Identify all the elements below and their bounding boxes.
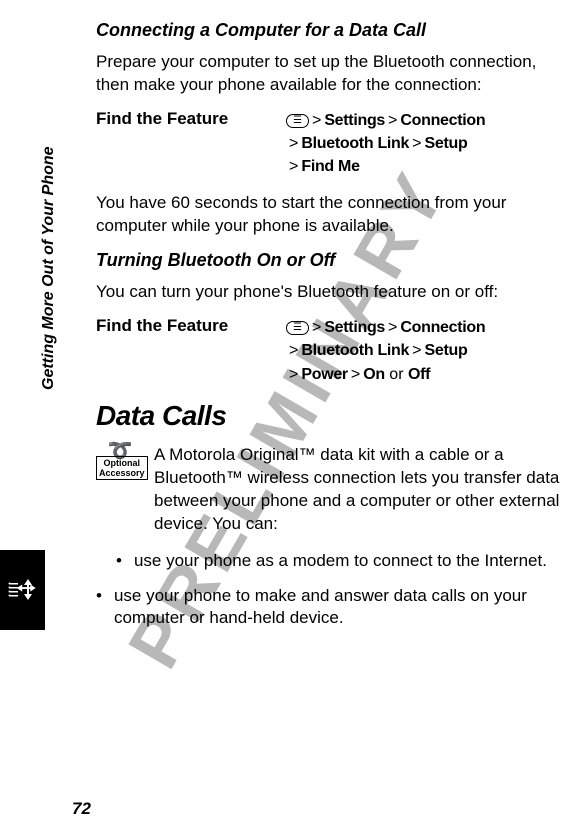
path-connection: Connection bbox=[400, 319, 485, 336]
path-settings: Settings bbox=[324, 112, 385, 129]
para-prepare: Prepare your computer to set up the Blue… bbox=[96, 51, 566, 97]
path-bluetooth-link: Bluetooth Link bbox=[301, 135, 409, 152]
heading-turning: Turning Bluetooth On or Off bbox=[96, 250, 566, 271]
path-power: Power bbox=[301, 366, 348, 383]
path-on: On bbox=[363, 366, 385, 383]
optional-accessory-icon: ➰ OptionalAccessory bbox=[96, 444, 144, 498]
bullet-text-2: use your phone to make and answer data c… bbox=[114, 585, 566, 631]
para-60-seconds: You have 60 seconds to start the connect… bbox=[96, 192, 566, 238]
path-off: Off bbox=[408, 366, 430, 383]
bullet-text-1: use your phone as a modem to connect to … bbox=[134, 550, 547, 573]
path-setup: Setup bbox=[424, 342, 467, 359]
menu-key-icon: ☰ bbox=[286, 321, 309, 335]
bullet-item-1: • use your phone as a modem to connect t… bbox=[116, 550, 566, 573]
path-setup: Setup bbox=[424, 135, 467, 152]
feature-label-1: Find the Feature bbox=[96, 109, 286, 129]
feature-path-2: ☰>Settings>Connection >Bluetooth Link>Se… bbox=[286, 316, 485, 386]
feature-row-1: Find the Feature ☰>Settings>Connection >… bbox=[96, 109, 566, 179]
heading-connecting: Connecting a Computer for a Data Call bbox=[96, 20, 566, 41]
bullet-item-2: • use your phone to make and answer data… bbox=[96, 585, 566, 631]
menu-key-icon: ☰ bbox=[286, 114, 309, 128]
path-or: or bbox=[385, 366, 408, 383]
arrows-icon bbox=[8, 575, 38, 605]
para-data-kit: A Motorola Original™ data kit with a cab… bbox=[154, 444, 566, 536]
path-bluetooth-link: Bluetooth Link bbox=[301, 342, 409, 359]
path-settings: Settings bbox=[324, 319, 385, 336]
path-find-me: Find Me bbox=[301, 158, 359, 175]
icon-label-accessory: Accessory bbox=[99, 468, 145, 478]
para-on-off: You can turn your phone's Bluetooth feat… bbox=[96, 281, 566, 304]
feature-row-2: Find the Feature ☰>Settings>Connection >… bbox=[96, 316, 566, 386]
bullet-dot-icon: • bbox=[96, 585, 102, 631]
feature-label-2: Find the Feature bbox=[96, 316, 286, 336]
icon-label-optional: Optional bbox=[104, 458, 141, 468]
heading-data-calls: Data Calls bbox=[96, 400, 566, 432]
side-tab-icon bbox=[0, 550, 45, 630]
bullet-dot-icon: • bbox=[116, 550, 122, 573]
page-number: 72 bbox=[72, 799, 91, 819]
feature-path-1: ☰>Settings>Connection >Bluetooth Link>Se… bbox=[286, 109, 485, 179]
side-section-label: Getting More Out of Your Phone bbox=[40, 146, 58, 390]
path-connection: Connection bbox=[400, 112, 485, 129]
